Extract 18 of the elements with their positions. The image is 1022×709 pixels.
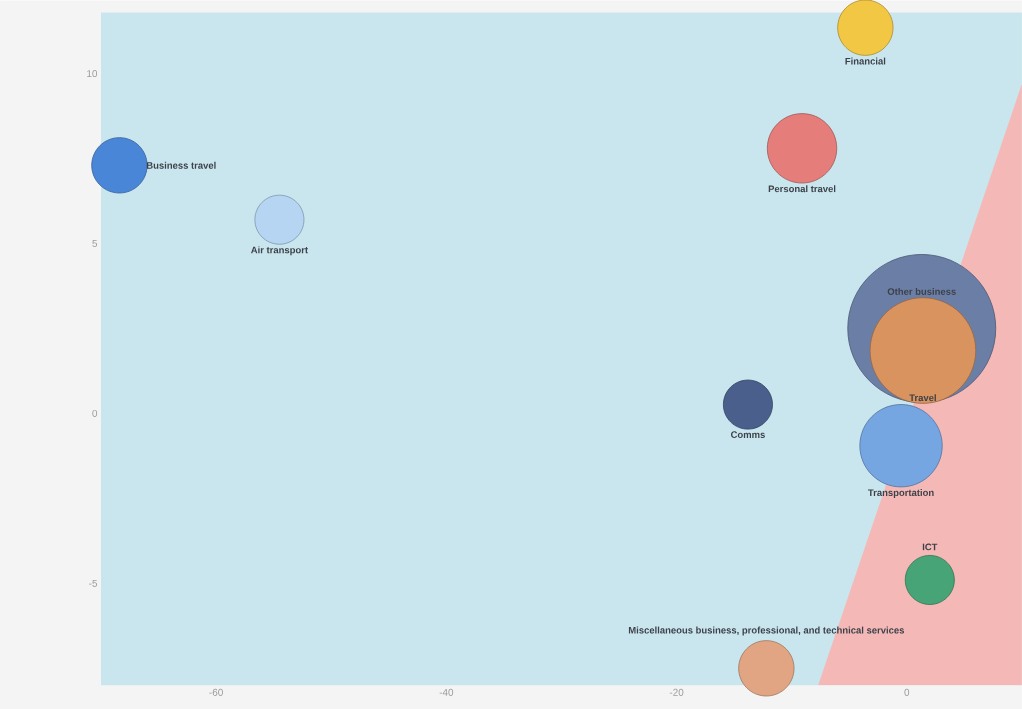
series-label: Comms [730, 431, 765, 438]
legend-label: Business travel [146, 161, 216, 169]
y-tick-label: 5 [92, 239, 98, 247]
series-label: ICT [922, 543, 938, 551]
series-label: Other business [887, 287, 956, 295]
x-tick-label: -40 [439, 688, 454, 696]
y-tick-label: 10 [87, 69, 98, 77]
series-label: Air transport [251, 246, 308, 256]
x-tick-label: 0 [904, 688, 910, 696]
x-tick-label: -60 [209, 688, 223, 696]
y-tick-label: -5 [89, 579, 98, 587]
series-label: Transportation [868, 488, 934, 498]
series-label: Personal travel [768, 185, 836, 193]
series-label: Travel [909, 394, 936, 401]
series-label: Financial [845, 57, 886, 65]
y-tick-label: 0 [92, 409, 98, 417]
series-label: Miscellaneous business, professional, and technical services [628, 626, 905, 636]
x-tick-label: -20 [669, 688, 684, 696]
